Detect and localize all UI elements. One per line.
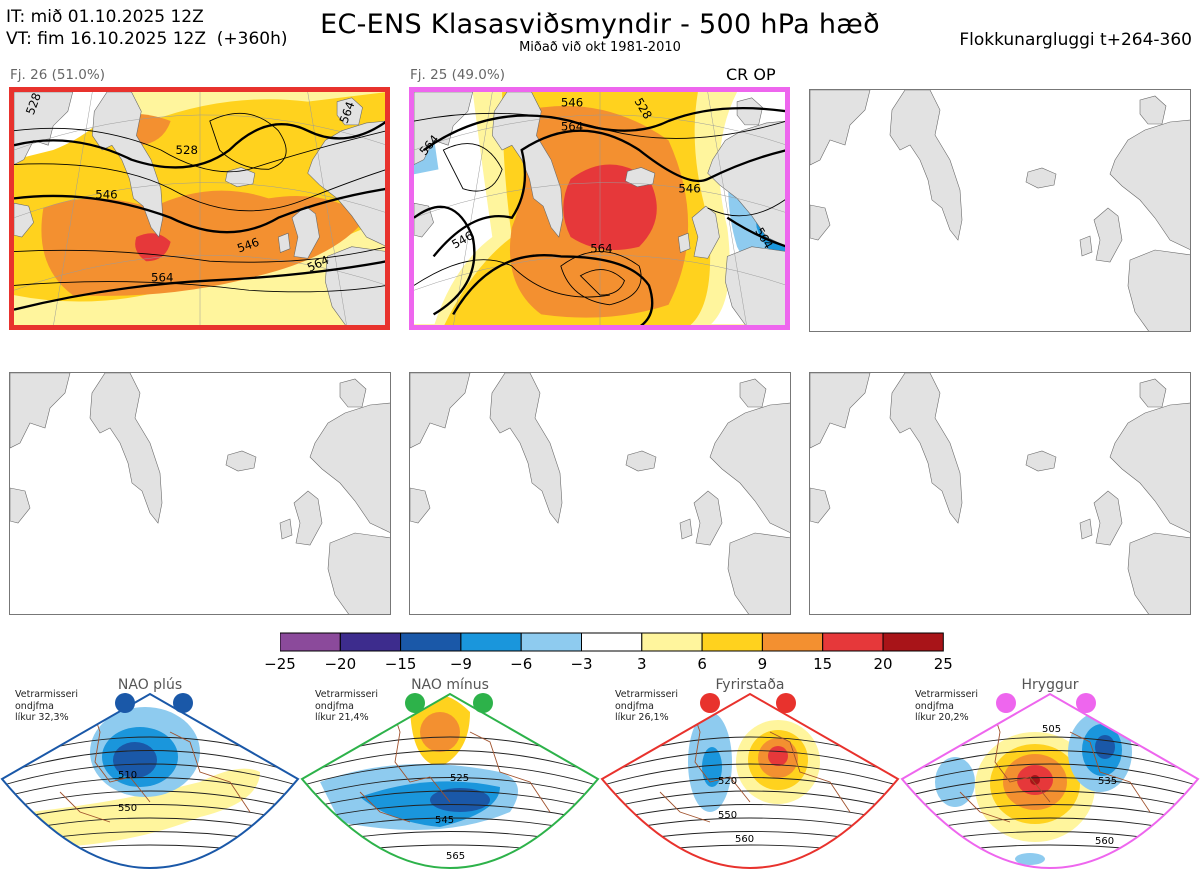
regime-map[interactable]: 510 550 [0, 672, 300, 871]
regime-map[interactable]: 520 550 560 [600, 672, 900, 871]
cluster-1-map[interactable]: 528 546 564 546 564 564 528 [9, 87, 390, 330]
colorbar-tick-label: −9 [449, 655, 472, 673]
cluster-2-contour-label: 546 [678, 182, 700, 196]
colorbar-swatch [882, 632, 944, 652]
regime-marker-dot [473, 693, 493, 713]
init-time: IT: mið 01.10.2025 12Z [6, 7, 204, 27]
colorbar-tick-label: 20 [873, 655, 893, 673]
colorbar-swatch [581, 632, 643, 652]
colorbar [280, 632, 944, 652]
regime-contour-label: 520 [718, 776, 737, 787]
regime-marker-dot [996, 693, 1016, 713]
regime-marker-dot [700, 693, 720, 713]
colorbar-tick-label: 25 [933, 655, 953, 673]
regime-contour-label: 545 [435, 815, 454, 826]
colorbar-swatch [339, 632, 402, 652]
page-title: EC-ENS Klasasviðsmyndir - 500 hPa hæð [320, 9, 880, 40]
page-subtitle: Miðað við okt 1981-2010 [519, 40, 681, 55]
empty-map-panel [809, 372, 1191, 615]
cluster-2-contour-label: 546 [561, 96, 583, 110]
regime-marker-dot [1076, 693, 1096, 713]
colorbar-tick-label: −6 [510, 655, 533, 673]
cluster-1-label: Fj. 26 (51.0%) [10, 67, 105, 83]
cluster-2-contour-label: 564 [561, 120, 583, 134]
colorbar-tick-label: 6 [697, 655, 707, 673]
colorbar-swatch [400, 632, 462, 652]
regime-map[interactable]: 505 535 560 [900, 672, 1200, 871]
regime-contour-label: 565 [446, 851, 465, 862]
colorbar-swatch [520, 632, 582, 652]
colorbar-tick-label: −20 [324, 655, 357, 673]
cluster-1-contour-label: 528 [176, 143, 198, 157]
cluster-1-contour-label: 564 [151, 271, 173, 285]
empty-map-panel [9, 372, 391, 615]
regime-marker-dot [776, 693, 796, 713]
regime-marker-dot [405, 693, 425, 713]
regime-probability: Vetrarmisseri ondjfma líkur 21,4% [315, 689, 378, 723]
regime-name: NAO mínus [411, 677, 489, 693]
valid-time: VT: fim 16.10.2025 12Z (+360h) [6, 29, 288, 49]
classification-window: Flokkunargluggi t+264-360 [959, 30, 1192, 50]
cluster-1-contour-label: 546 [95, 187, 117, 201]
colorbar-swatch [280, 632, 341, 652]
regime-contour-label: 535 [1098, 776, 1117, 787]
empty-map-panel [409, 372, 791, 615]
colorbar-tick-label: 3 [637, 655, 647, 673]
cluster-2-contour-label: 564 [590, 242, 612, 256]
regime-marker-dot [115, 693, 135, 713]
colorbar-swatch [701, 632, 763, 652]
colorbar-tick-label: −15 [384, 655, 417, 673]
regime-name: NAO plús [117, 677, 183, 693]
colorbar-tick-label: −3 [570, 655, 593, 673]
cluster-2-map[interactable]: 546 528 564 546 564 546 564 564 [409, 87, 790, 330]
colorbar-swatch [761, 632, 824, 652]
regime-contour-label: 560 [735, 834, 754, 845]
regime-contour-label: 550 [718, 810, 737, 821]
colorbar-swatch [460, 632, 522, 652]
regime-probability: Vetrarmisseri ondjfma líkur 20,2% [915, 689, 978, 723]
regime-contour-label: 550 [118, 803, 137, 814]
regime-map[interactable]: 525 545 565 [300, 672, 600, 871]
regime-name: Hryggur [1021, 677, 1079, 693]
colorbar-swatch [822, 632, 884, 652]
regime-contour-label: 505 [1042, 724, 1061, 735]
regime-probability: Vetrarmisseri ondjfma líkur 32,3% [15, 689, 78, 723]
colorbar-tick-label: −25 [264, 655, 296, 673]
regime-name: Fyrirstaða [715, 677, 785, 693]
colorbar-tick-label: 15 [813, 655, 833, 673]
regime-contour-label: 560 [1095, 836, 1114, 847]
colorbar-swatch [641, 632, 703, 652]
regime-probability: Vetrarmisseri ondjfma líkur 26,1% [615, 689, 678, 723]
cr-op-label: CR OP [726, 65, 776, 84]
init-valid-time: IT: mið 01.10.2025 12Z VT: fim 16.10.2025… [6, 6, 288, 50]
regime-contour-label: 510 [118, 770, 137, 781]
empty-map-panel [809, 89, 1191, 332]
regime-marker-dot [173, 693, 193, 713]
regime-contour-label: 525 [450, 773, 469, 784]
cluster-2-label: Fj. 25 (49.0%) [410, 67, 505, 83]
colorbar-tick-label: 9 [757, 655, 768, 673]
